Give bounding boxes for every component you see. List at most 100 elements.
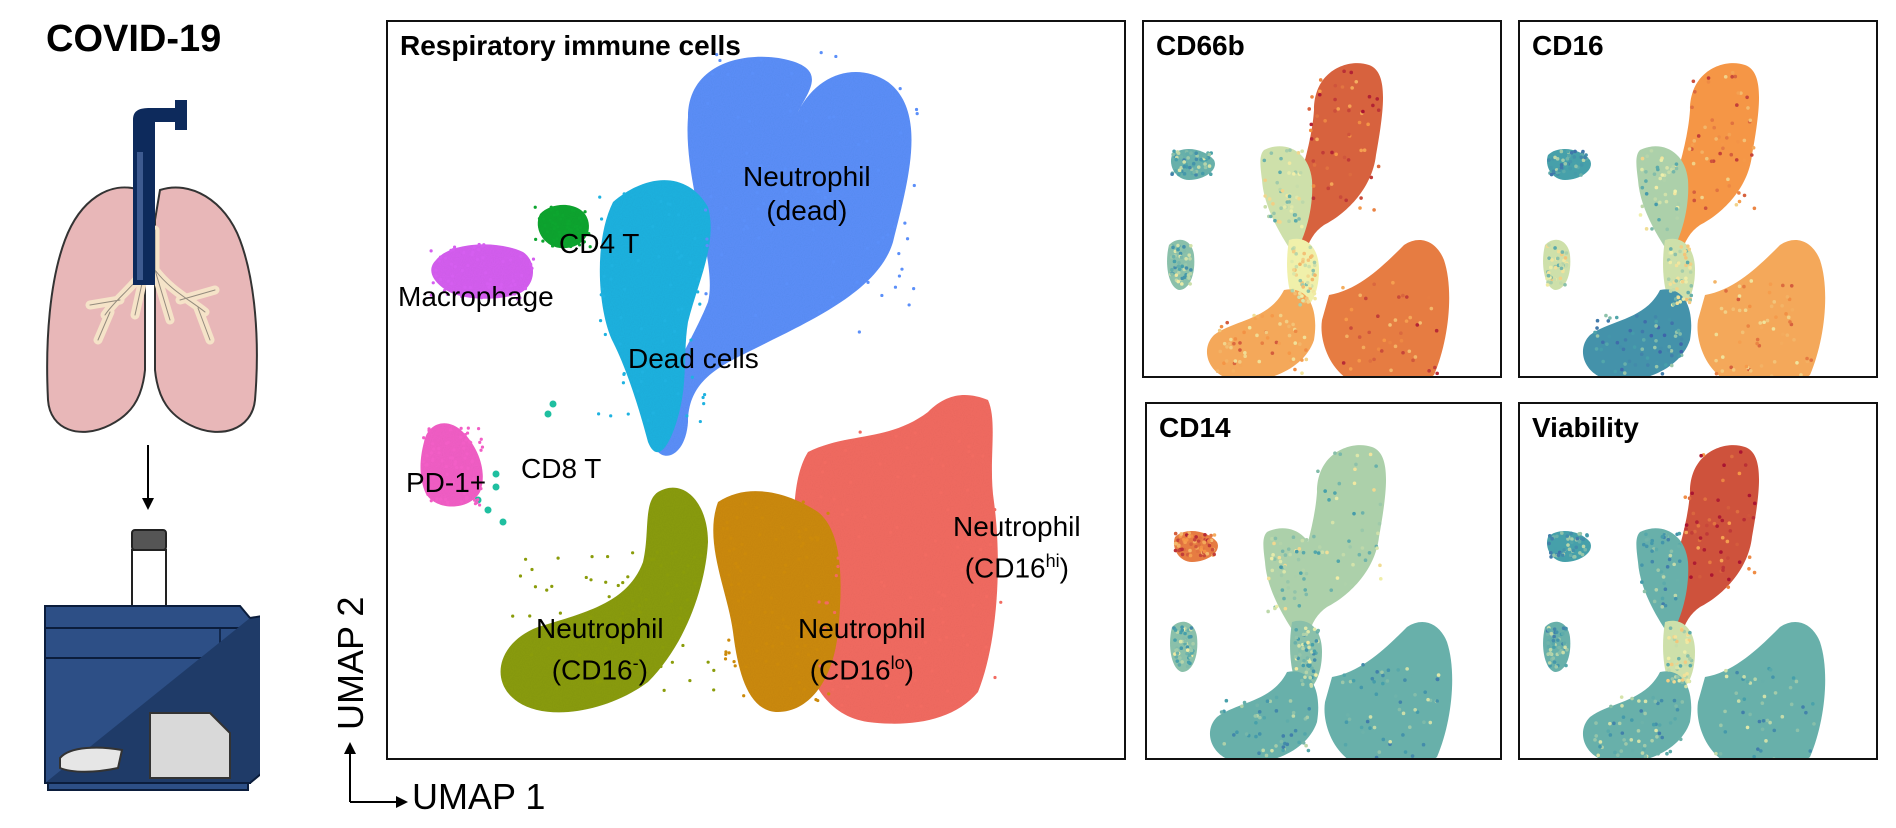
cell-dot (1628, 328, 1633, 333)
cell-dot (882, 673, 887, 678)
blob-neutrophil-dead (656, 56, 912, 456)
cell-dot (1759, 325, 1764, 330)
cell-dot (551, 220, 555, 225)
cell-dot (508, 258, 513, 262)
cell-dot (537, 217, 542, 221)
cell-dot (1562, 641, 1567, 646)
cell-dot (1243, 354, 1247, 359)
cell-dot (1669, 349, 1674, 353)
cell-dot (805, 584, 809, 588)
cell-dot (933, 539, 937, 543)
cell-dot (499, 282, 504, 286)
cell-dot (1645, 356, 1650, 360)
cell-dot (1683, 249, 1687, 253)
cell-dot (1197, 542, 1201, 547)
cell-dot (1397, 707, 1402, 712)
cell-dot (845, 685, 850, 689)
cell-dot (1774, 315, 1778, 319)
cell-dot (1349, 583, 1353, 587)
cell-dot (1620, 367, 1624, 372)
cell-dot (596, 620, 601, 624)
cell-dot (1410, 754, 1415, 758)
cell-dot (575, 224, 579, 229)
cell-dot (724, 652, 728, 656)
cell-dot (1265, 336, 1270, 340)
cell-dot (1680, 678, 1685, 682)
cell-dot (1199, 157, 1203, 162)
cell-dot (1686, 654, 1690, 658)
cell-dot (484, 271, 488, 275)
marker-title: CD16 (1532, 30, 1604, 61)
cell-dot (1552, 645, 1556, 649)
cell-dot (1180, 552, 1185, 557)
cell-dot (1315, 137, 1319, 142)
cell-dot (674, 550, 678, 554)
cell-dot (1320, 550, 1325, 554)
cell-dot (1742, 158, 1747, 163)
cell-dot (1624, 742, 1628, 746)
cell-dot (815, 647, 819, 652)
cell-dot (1317, 92, 1322, 97)
cell-dot (1187, 276, 1191, 280)
cell-dot (1192, 537, 1197, 542)
cell-dot (1762, 694, 1767, 699)
cell-dot (1667, 317, 1672, 322)
cell-dot (480, 445, 485, 449)
cell-dot (1620, 731, 1625, 735)
cell-dot (1669, 250, 1674, 255)
cell-dot (1563, 645, 1567, 650)
cell-dot (1367, 94, 1372, 99)
cell-dot (1368, 359, 1373, 363)
cell-dot (759, 163, 763, 168)
cell-dot (788, 109, 792, 113)
cell-dot (811, 228, 815, 232)
cell-dot (1272, 557, 1277, 561)
umap-region-bottomRight (1324, 622, 1453, 758)
cell-dot (879, 580, 884, 584)
cell-dot (575, 227, 580, 232)
cell-dot (465, 452, 469, 456)
cell-dot (1752, 570, 1757, 575)
cell-dot (1688, 657, 1692, 661)
cell-dot (1658, 176, 1663, 181)
cell-dot (1650, 559, 1655, 564)
cell-dot (1173, 541, 1178, 546)
cell-dot (641, 348, 645, 352)
cell-dot (1687, 300, 1692, 305)
cell-dot (1650, 227, 1654, 231)
cell-dot (1665, 227, 1669, 232)
cell-dot (758, 533, 762, 537)
cell-dot (1767, 290, 1772, 295)
cell-dot (1329, 182, 1334, 186)
cell-dot (1333, 491, 1337, 495)
cell-dot (609, 636, 613, 640)
cell-dot (459, 426, 463, 430)
cell-dot (501, 260, 505, 264)
cell-dot (1300, 294, 1304, 298)
cell-dot (427, 427, 431, 431)
cell-dot (1200, 171, 1205, 176)
cell-dot (782, 570, 787, 574)
cell-dot (1352, 511, 1356, 516)
cell-dot (1593, 330, 1597, 335)
cell-dot (727, 549, 732, 553)
cell-dot (924, 553, 928, 557)
cell-dot (1358, 293, 1362, 298)
cell-dot (1304, 571, 1309, 576)
cell-dot (1650, 549, 1654, 553)
cell-dot (1730, 454, 1734, 459)
cell-dot (1301, 568, 1306, 573)
cell-dot (1313, 296, 1317, 301)
cell-dot (1693, 89, 1697, 94)
cell-dot (439, 497, 443, 501)
cell-dot (1347, 108, 1351, 113)
cell-dot (832, 260, 836, 264)
cell-dot (919, 704, 923, 708)
cell-dot (765, 642, 769, 646)
cell-dot (1304, 537, 1309, 542)
cell-dot (1357, 120, 1362, 125)
cell-dot (1666, 537, 1671, 542)
cell-dot (1548, 647, 1553, 652)
cell-dot (1282, 205, 1287, 209)
cell-dot (1372, 725, 1377, 730)
